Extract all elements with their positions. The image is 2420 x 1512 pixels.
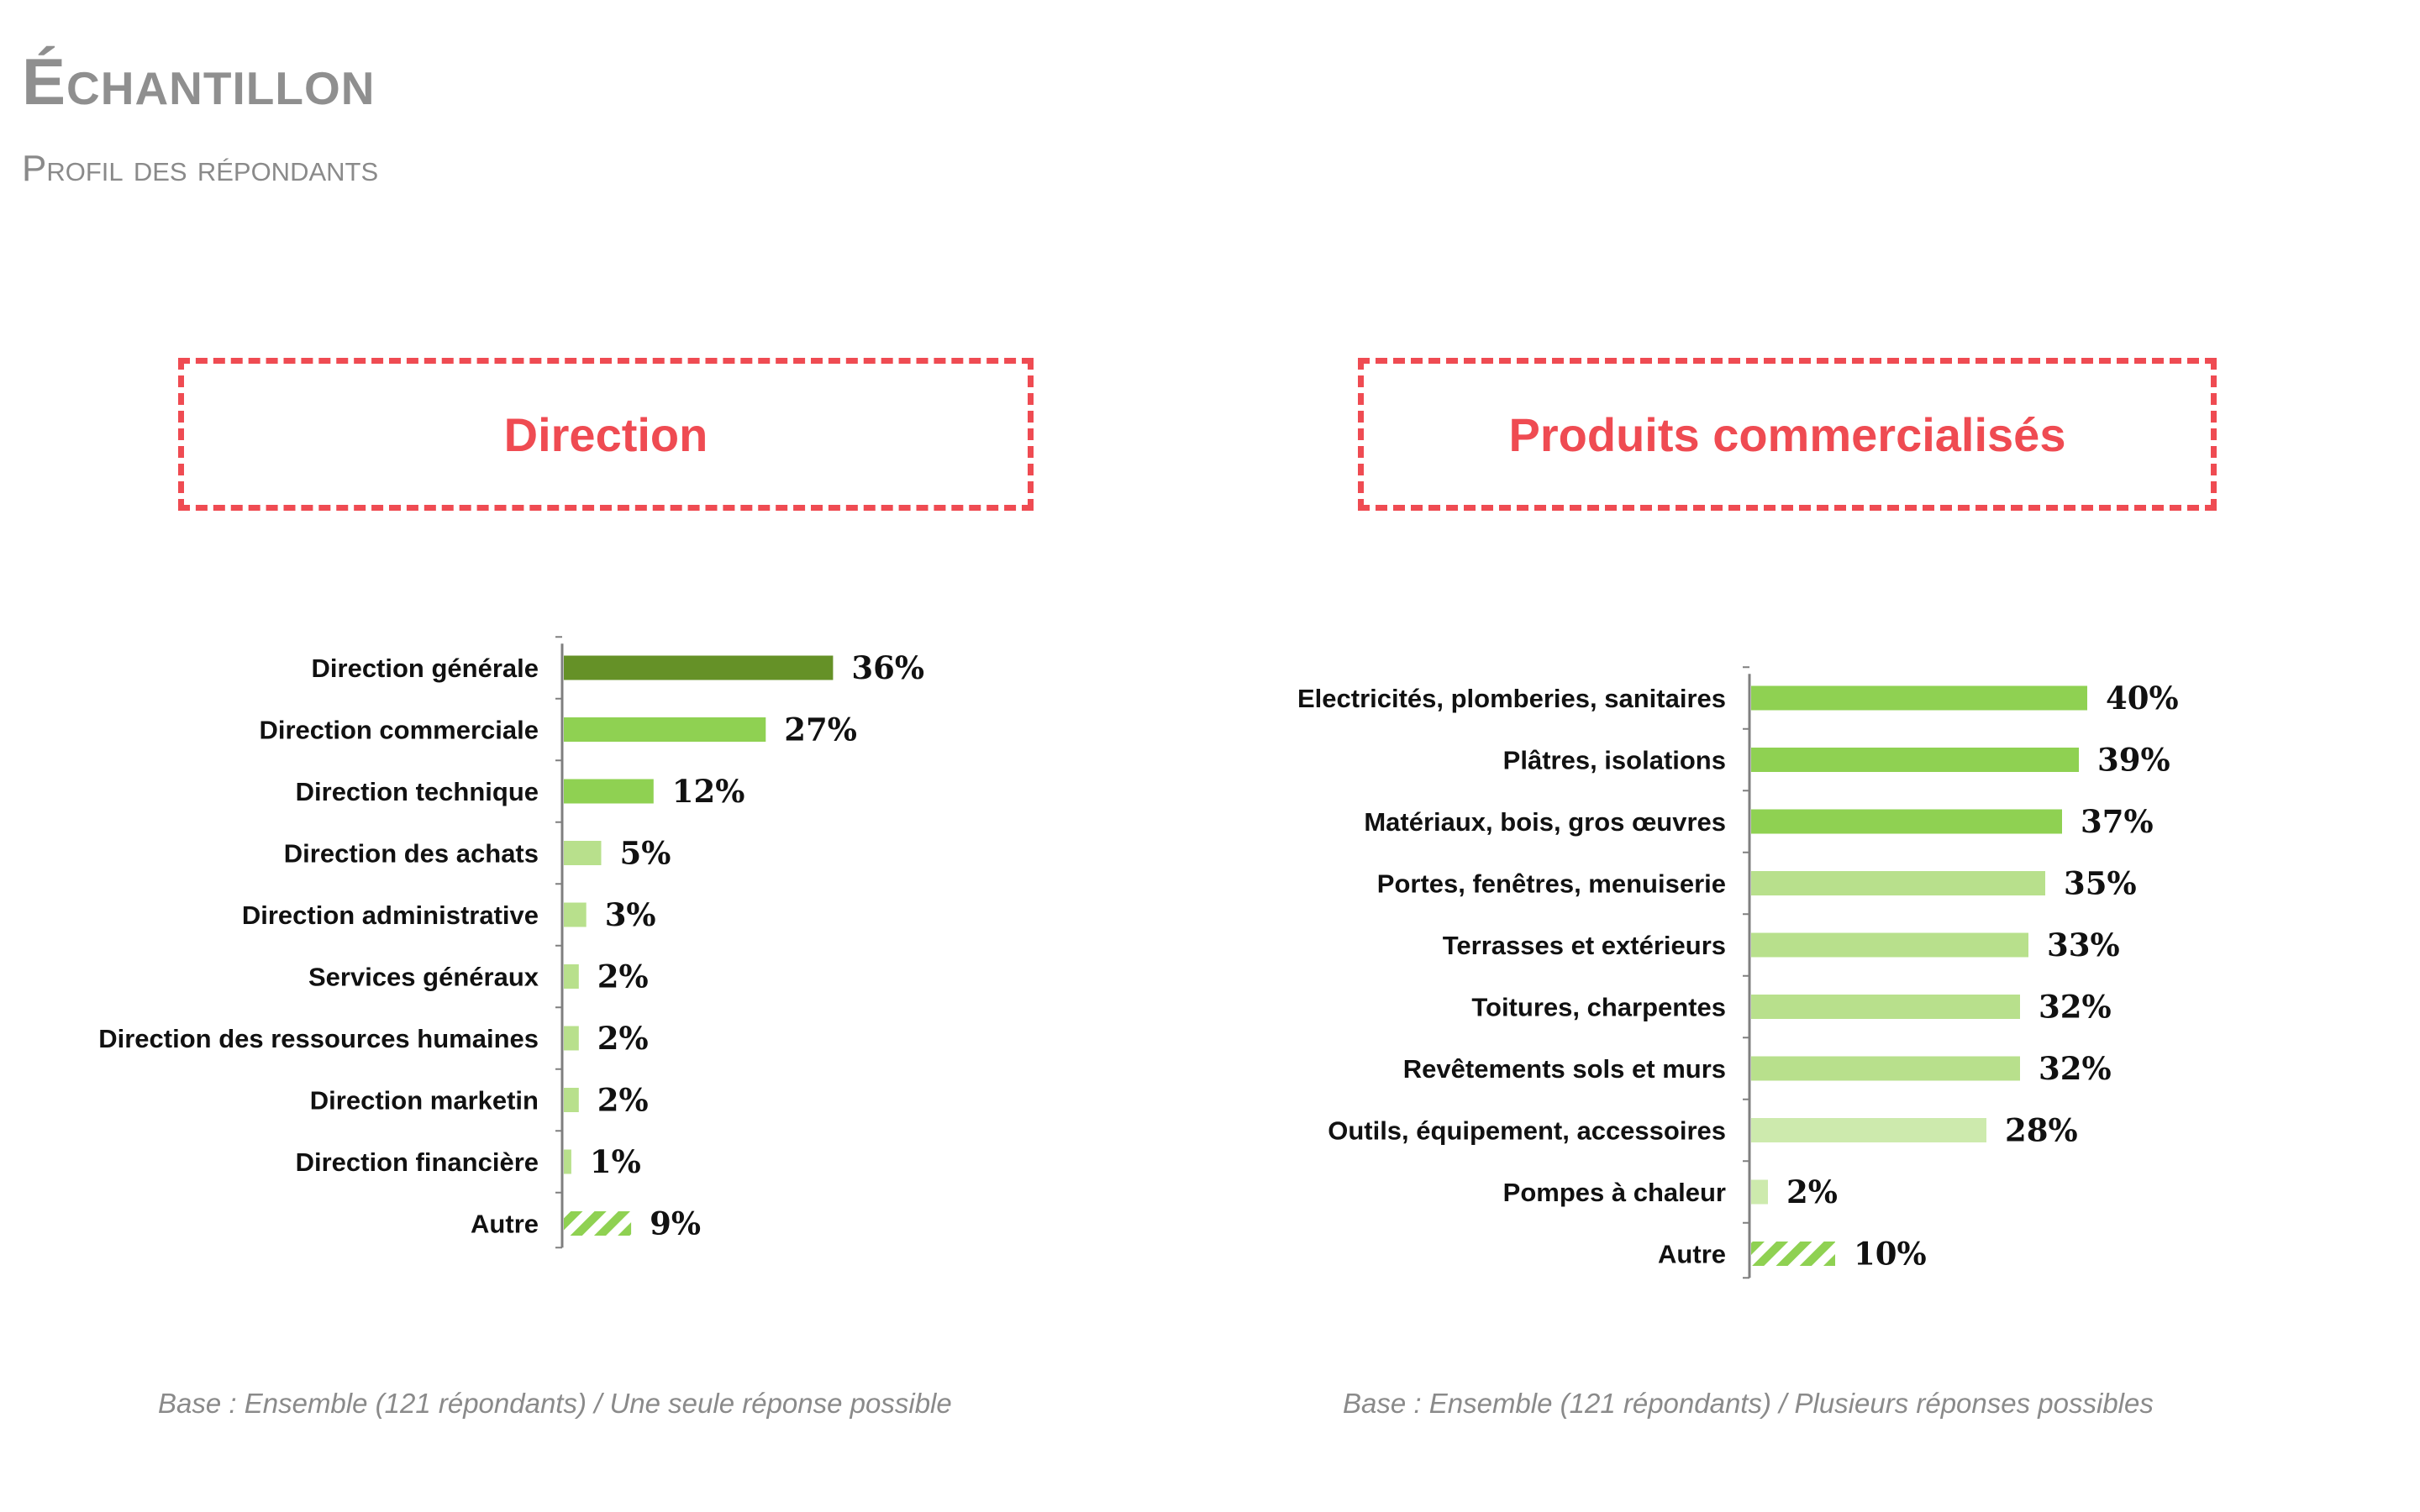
products-value-label: 33%	[2047, 927, 2120, 963]
products-category-label: Matériaux, bois, gros œuvres	[1364, 807, 1726, 837]
products-value-label: 35%	[2064, 865, 2137, 902]
products-category-label: Plâtres, isolations	[1503, 746, 1726, 775]
products-value-label: 2%	[1786, 1173, 1838, 1210]
products-title-box: Produits commercialisés	[1358, 358, 2217, 511]
direction-value-label: 3%	[605, 896, 656, 933]
direction-bar	[564, 1088, 579, 1112]
direction-category-label: Direction technique	[296, 777, 539, 806]
direction-category-label: Direction marketin	[310, 1086, 539, 1116]
direction-category-label: Services généraux	[308, 963, 539, 992]
direction-title-box: Direction	[178, 358, 1034, 511]
page-subtitle: Profil des répondants	[22, 148, 379, 189]
direction-bar	[564, 841, 602, 865]
products-bar	[1751, 685, 2087, 711]
direction-bar	[564, 964, 579, 989]
direction-bar-chart: Direction générale 36% Direction commercia…	[98, 636, 924, 1249]
direction-bar	[564, 1026, 579, 1051]
direction-chart-title: Direction	[503, 407, 708, 461]
products-bar-chart: Electricités, plomberies, sanitaires 40% P…	[1297, 666, 2179, 1279]
products-bar	[1751, 809, 2062, 834]
direction-category-label: Direction générale	[312, 654, 539, 683]
direction-value-label: 2%	[597, 958, 649, 995]
products-category-label: Toitures, charpentes	[1471, 993, 1726, 1022]
page-title: Échantillon	[22, 45, 376, 118]
products-value-label: 37%	[2081, 803, 2154, 840]
products-value-label: 32%	[2039, 989, 2112, 1026]
products-bar	[1751, 932, 2028, 958]
products-category-label: Terrasses et extérieurs	[1443, 931, 1726, 960]
products-chart-title: Produits commercialisés	[1508, 407, 2066, 461]
products-category-label: Outils, équipement, accessoires	[1328, 1116, 1726, 1146]
direction-category-label: Direction des achats	[284, 839, 539, 869]
direction-category-label: Direction administrative	[242, 900, 539, 930]
direction-base-note: Base : Ensemble (121 répondants) / Une s…	[158, 1388, 952, 1419]
direction-bar	[564, 779, 654, 804]
direction-value-label: 9%	[650, 1205, 701, 1242]
direction-bar	[564, 902, 587, 927]
direction-value-label: 1%	[590, 1143, 641, 1180]
products-bar	[1751, 995, 2020, 1019]
products-bar	[1751, 1118, 1986, 1142]
direction-value-label: 36%	[851, 649, 924, 686]
products-bar	[1751, 1179, 1768, 1205]
direction-bar	[564, 1211, 632, 1236]
direction-value-label: 2%	[597, 1020, 649, 1057]
direction-bar	[564, 655, 834, 680]
products-bar	[1751, 748, 2079, 772]
direction-category-label: Direction financière	[296, 1147, 539, 1177]
products-value-label: 28%	[2005, 1112, 2078, 1149]
products-category-label: Portes, fenêtres, menuiserie	[1377, 869, 1726, 899]
direction-value-label: 5%	[620, 835, 671, 872]
products-category-label: Electricités, plomberies, sanitaires	[1297, 684, 1726, 713]
products-value-label: 39%	[2097, 742, 2170, 779]
products-category-label: Pompes à chaleur	[1503, 1178, 1726, 1207]
direction-bar	[564, 717, 766, 742]
direction-category-label: Direction commerciale	[259, 716, 539, 745]
products-value-label: 10%	[1854, 1236, 1927, 1273]
products-category-label: Revêtements sols et murs	[1403, 1054, 1726, 1084]
direction-category-label: Autre	[471, 1210, 539, 1239]
direction-value-label: 2%	[597, 1082, 649, 1119]
products-base-note: Base : Ensemble (121 répondants) / Plusi…	[1343, 1388, 2154, 1419]
direction-category-label: Direction des ressources humaines	[98, 1024, 539, 1053]
products-bar	[1751, 1056, 2020, 1081]
direction-value-label: 27%	[784, 711, 857, 748]
products-value-label: 40%	[2106, 680, 2179, 717]
products-bar	[1751, 1242, 1835, 1266]
direction-value-label: 12%	[672, 773, 745, 810]
direction-bar	[564, 1149, 571, 1174]
products-value-label: 32%	[2039, 1050, 2112, 1087]
products-category-label: Autre	[1658, 1240, 1726, 1269]
products-bar	[1751, 871, 2045, 895]
